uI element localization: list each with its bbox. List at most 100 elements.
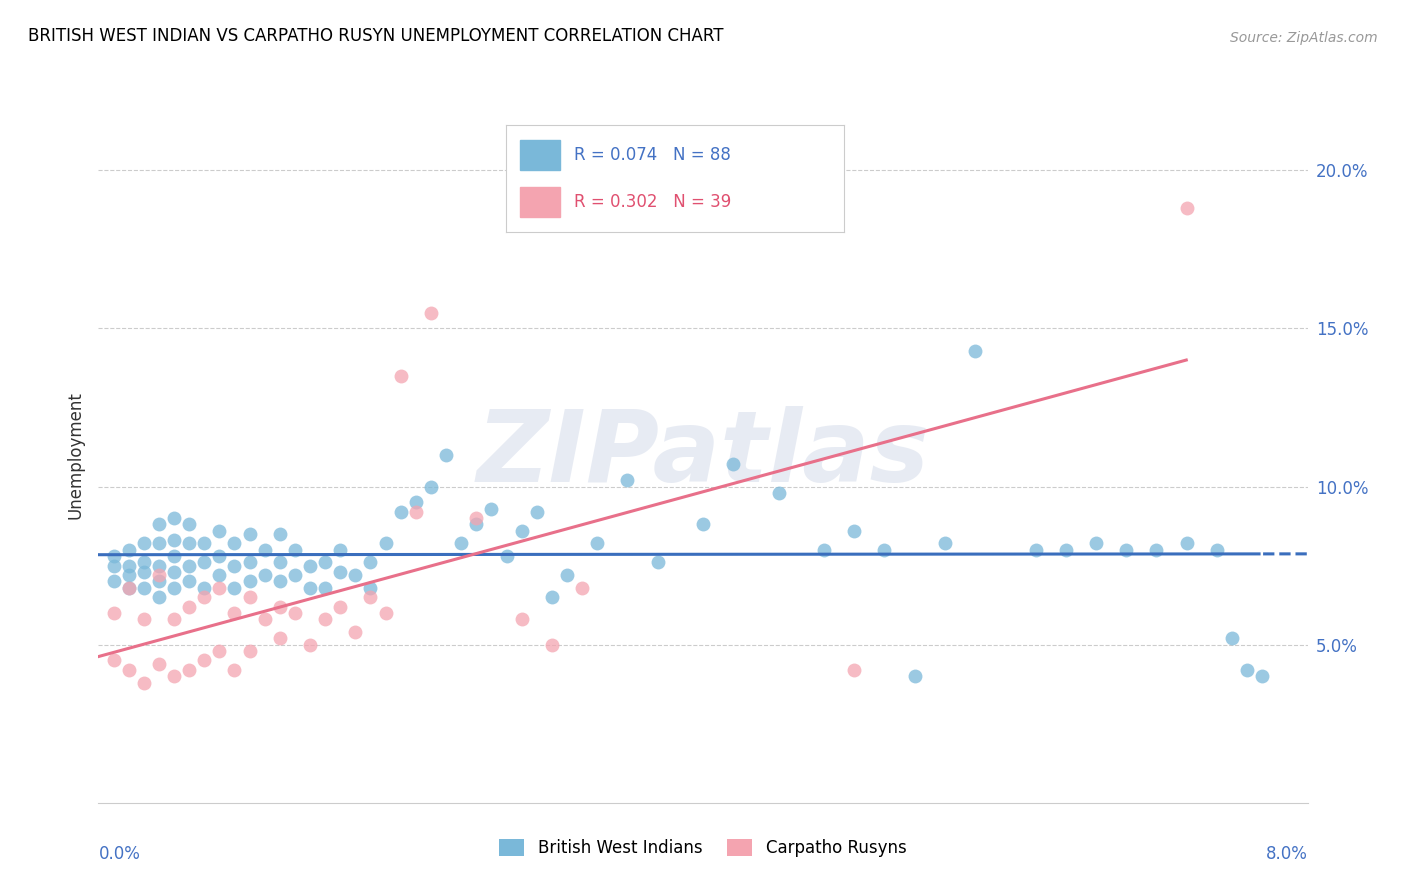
Point [179,536,201,550]
Point [616,473,638,487]
Point [132,556,155,570]
Text: BRITISH WEST INDIAN VS CARPATHO RUSYN UNEMPLOYMENT CORRELATION CHART: BRITISH WEST INDIAN VS CARPATHO RUSYN UN… [28,27,724,45]
Point [269,574,291,589]
Point [148,558,170,573]
Point [692,517,714,532]
Point [813,542,835,557]
Legend: British West Indians, Carpatho Rusyns: British West Indians, Carpatho Rusyns [494,832,912,864]
Point [179,558,201,573]
Point [284,606,307,620]
Text: R = 0.074   N = 88: R = 0.074 N = 88 [574,146,731,164]
Point [284,568,307,582]
Point [224,581,246,595]
Point [904,669,927,683]
Point [314,612,336,626]
Point [434,448,457,462]
Point [179,599,201,614]
Point [148,517,170,532]
Point [465,517,488,532]
Point [103,574,125,589]
Point [844,663,866,677]
Point [314,556,336,570]
Point [132,612,155,626]
Text: 0.0%: 0.0% [98,845,141,863]
Point [1236,663,1258,677]
Point [723,458,745,472]
Point [253,612,276,626]
Point [224,558,246,573]
Point [360,581,382,595]
Point [163,533,186,548]
Point [540,591,562,605]
Point [163,565,186,579]
Point [1175,201,1198,215]
Point [193,581,215,595]
Point [118,663,141,677]
Point [132,581,155,595]
Point [873,542,896,557]
Point [450,536,472,550]
Y-axis label: Unemployment: Unemployment [66,391,84,519]
Point [103,606,125,620]
Point [405,505,427,519]
Point [360,556,382,570]
Point [1115,542,1137,557]
Point [253,568,276,582]
Point [148,574,170,589]
Point [224,606,246,620]
Point [179,517,201,532]
Point [389,368,412,383]
Point [344,568,367,582]
Point [193,653,215,667]
Point [193,536,215,550]
Point [420,479,443,493]
Point [103,653,125,667]
Point [163,612,186,626]
Point [163,511,186,525]
Point [465,511,488,525]
Point [208,549,231,563]
Point [344,625,367,640]
Bar [520,140,560,169]
Point [132,675,155,690]
Point [208,524,231,538]
Point [405,495,427,509]
Text: ZIPatlas: ZIPatlas [477,407,929,503]
Point [118,568,141,582]
Point [1220,632,1243,646]
Point [510,612,533,626]
Point [163,549,186,563]
Point [103,549,125,563]
Point [269,527,291,541]
Point [118,542,141,557]
Point [299,581,322,595]
Point [148,568,170,582]
Point [389,505,412,519]
Point [481,501,503,516]
Point [1085,536,1108,550]
Point [284,542,307,557]
Point [965,343,987,358]
Point [374,536,396,550]
Point [163,581,186,595]
Point [163,669,186,683]
Point [647,556,669,570]
Point [148,536,170,550]
Point [360,591,382,605]
Point [540,638,562,652]
Bar [520,187,560,217]
Point [314,581,336,595]
Point [269,556,291,570]
Point [179,574,201,589]
Point [555,568,578,582]
Text: Source: ZipAtlas.com: Source: ZipAtlas.com [1230,30,1378,45]
Point [118,558,141,573]
Point [208,644,231,658]
Point [148,591,170,605]
Point [148,657,170,671]
Point [208,581,231,595]
Point [1025,542,1047,557]
Point [420,305,443,319]
Point [299,638,322,652]
Point [208,568,231,582]
